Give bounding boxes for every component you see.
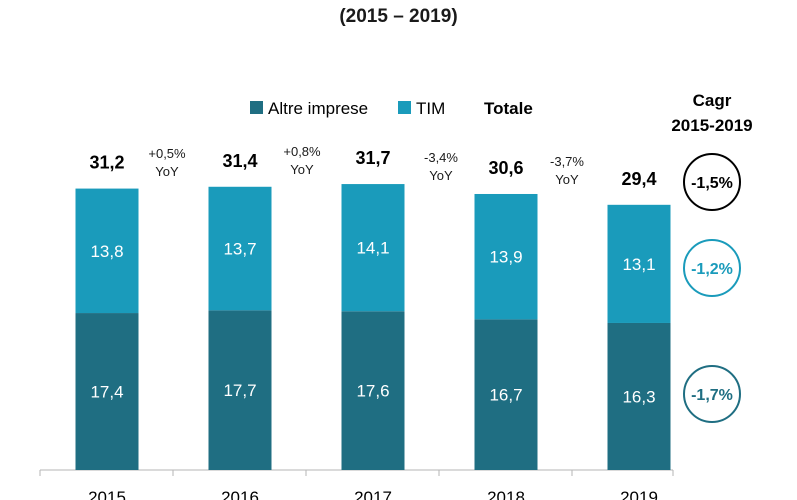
bar-tim-2015 bbox=[75, 188, 139, 314]
data-label-tim-2016: 13,7 bbox=[223, 240, 256, 259]
data-label-altre-imprese-2015: 17,4 bbox=[90, 383, 123, 402]
data-label-tim-2017: 14,1 bbox=[356, 239, 389, 258]
cagr-title: Cagr bbox=[693, 91, 732, 110]
yoy-value-0: +0,5% bbox=[148, 146, 186, 161]
cagr-value-tim: -1,2% bbox=[691, 261, 733, 278]
data-label-altre-imprese-2018: 16,7 bbox=[489, 386, 522, 405]
total-label-2016: 31,4 bbox=[222, 151, 257, 171]
chart-subtitle: (2015 – 2019) bbox=[339, 6, 458, 27]
legend-swatch-tim bbox=[398, 101, 411, 114]
yoy-value-1: +0,8% bbox=[283, 144, 321, 159]
x-tick-label-2015: 2015 bbox=[88, 488, 126, 500]
total-label-2017: 31,7 bbox=[355, 148, 390, 168]
yoy-unit-1: YoY bbox=[290, 162, 314, 177]
legend-label-altre-imprese: Altre imprese bbox=[268, 99, 368, 118]
cagr-value-total: -1,5% bbox=[691, 175, 733, 192]
yoy-value-3: -3,7% bbox=[550, 154, 584, 169]
yoy-unit-2: YoY bbox=[429, 168, 453, 183]
yoy-value-2: -3,4% bbox=[424, 150, 458, 165]
bar-altre-imprese-2017 bbox=[341, 311, 405, 470]
total-label-2015: 31,2 bbox=[89, 153, 124, 173]
legend: Altre imprese TIM Totale bbox=[250, 99, 533, 118]
yoy-unit-0: YoY bbox=[155, 164, 179, 179]
yoy-unit-3: YoY bbox=[555, 172, 579, 187]
data-label-altre-imprese-2016: 17,7 bbox=[223, 381, 256, 400]
x-tick-label-2017: 2017 bbox=[354, 488, 392, 500]
x-tick-label-2016: 2016 bbox=[221, 488, 259, 500]
data-label-tim-2018: 13,9 bbox=[489, 248, 522, 267]
cagr-circle-altre_imprese bbox=[683, 365, 741, 423]
x-tick-label-2018: 2018 bbox=[487, 488, 525, 500]
cagr-circle-total bbox=[683, 153, 741, 211]
bar-tim-2019 bbox=[607, 204, 671, 323]
data-label-tim-2015: 13,8 bbox=[90, 242, 123, 261]
bar-altre-imprese-2018 bbox=[474, 319, 538, 470]
total-label-2019: 29,4 bbox=[621, 169, 656, 189]
data-label-altre-imprese-2019: 16,3 bbox=[622, 387, 655, 406]
bar-altre-imprese-2019 bbox=[607, 322, 671, 470]
bar-tim-2017 bbox=[341, 184, 405, 312]
x-tick-label-2019: 2019 bbox=[620, 488, 658, 500]
legend-label-tim: TIM bbox=[416, 99, 445, 118]
total-label-2018: 30,6 bbox=[488, 158, 523, 178]
legend-label-totale: Totale bbox=[484, 99, 533, 118]
bar-altre-imprese-2016 bbox=[208, 310, 272, 470]
legend-swatch-altre-imprese bbox=[250, 101, 263, 114]
data-label-altre-imprese-2017: 17,6 bbox=[356, 382, 389, 401]
cagr-value-altre_imprese: -1,7% bbox=[691, 387, 733, 404]
bar-altre-imprese-2015 bbox=[75, 313, 139, 470]
cagr-period: 2015-2019 bbox=[671, 116, 752, 135]
data-label-tim-2019: 13,1 bbox=[622, 255, 655, 274]
bar-tim-2018 bbox=[474, 193, 538, 320]
bar-tim-2016 bbox=[208, 186, 272, 311]
cagr-circle-tim bbox=[683, 239, 741, 297]
